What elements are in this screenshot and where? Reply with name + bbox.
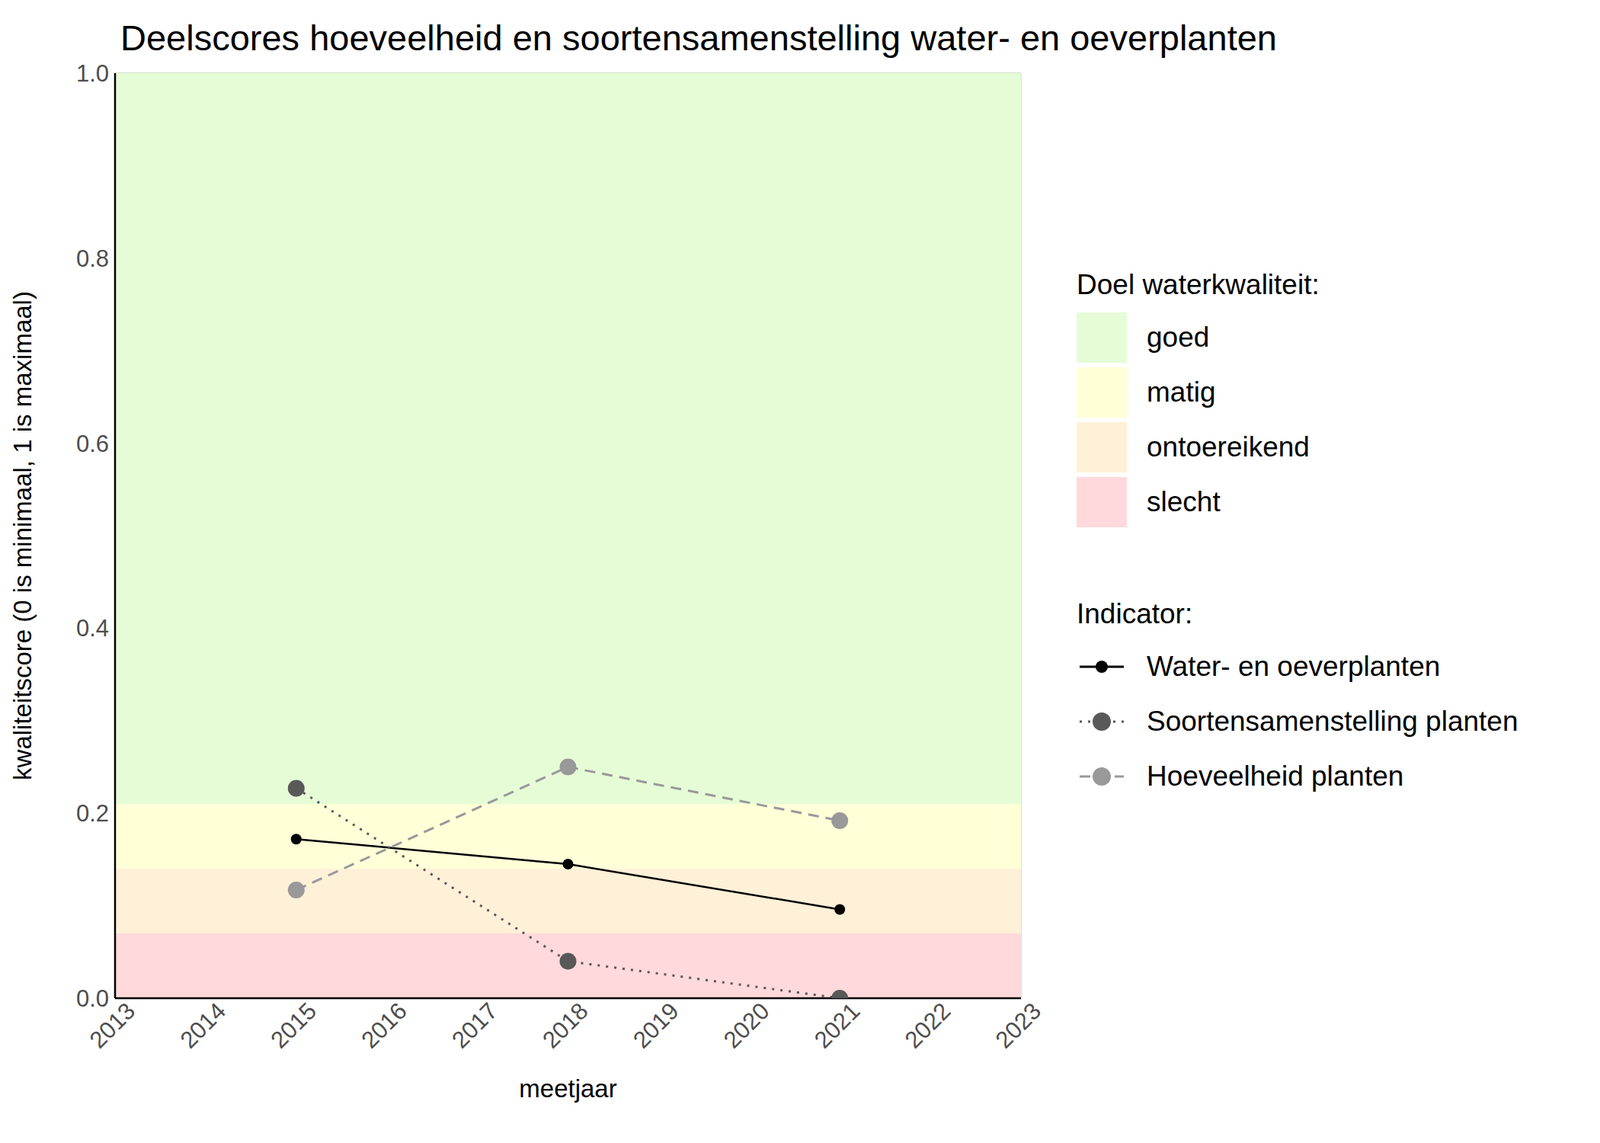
svg-text:2014: 2014 xyxy=(175,997,232,1054)
svg-text:2016: 2016 xyxy=(355,997,413,1054)
svg-text:2017: 2017 xyxy=(446,997,503,1054)
svg-text:0.0: 0.0 xyxy=(76,985,109,1012)
svg-text:kwaliteitscore (0 is minimaal,: kwaliteitscore (0 is minimaal, 1 is maxi… xyxy=(8,291,37,781)
svg-text:2020: 2020 xyxy=(718,997,775,1054)
svg-text:2022: 2022 xyxy=(899,997,957,1054)
html-text:Water- en oeverplanten: Water- en oeverplanten xyxy=(1146,650,1441,682)
svg-text:2021: 2021 xyxy=(809,997,866,1054)
svg-text:meetjaar: meetjaar xyxy=(518,1074,617,1103)
svg-text:2015: 2015 xyxy=(265,997,323,1054)
svg-text:1.0: 1.0 xyxy=(76,60,109,87)
svg-text:0.4: 0.4 xyxy=(76,614,109,642)
html-text:Indicator:: Indicator: xyxy=(1076,598,1193,630)
svg-text:2019: 2019 xyxy=(627,997,685,1054)
svg-text:0.8: 0.8 xyxy=(76,245,109,272)
html-text:matig: matig xyxy=(1146,376,1216,408)
html-text:Soortensamenstelling planten: Soortensamenstelling planten xyxy=(1146,705,1519,737)
html-text:Hoeveelheid planten: Hoeveelheid planten xyxy=(1146,760,1404,792)
svg-text:0.2: 0.2 xyxy=(76,800,109,827)
svg-text:0.6: 0.6 xyxy=(76,430,109,458)
svg-text:2023: 2023 xyxy=(990,997,1047,1054)
html-text:Deelscores hoeveelheid en soor: Deelscores hoeveelheid en soortensamenst… xyxy=(120,17,1277,58)
html-text:Doel waterkwaliteit:: Doel waterkwaliteit: xyxy=(1076,268,1320,301)
svg-text:2013: 2013 xyxy=(84,997,141,1054)
html-text:ontoereikend: ontoereikend xyxy=(1146,431,1310,463)
svg-text:2018: 2018 xyxy=(537,997,594,1054)
html-text:goed: goed xyxy=(1146,321,1210,353)
html-text:slecht: slecht xyxy=(1146,486,1221,518)
